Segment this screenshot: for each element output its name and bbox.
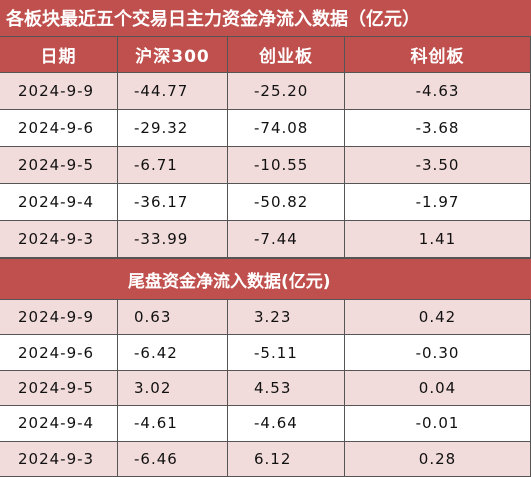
table-cell: -33.99 xyxy=(118,221,228,258)
table-cell: -4.64 xyxy=(228,406,345,442)
table-cell: 2024-9-5 xyxy=(0,147,118,184)
table-cell: 2024-9-9 xyxy=(0,300,118,336)
table-cell: 0.04 xyxy=(345,370,531,407)
column-header: 创业板 xyxy=(228,37,345,73)
table-cell: -3.68 xyxy=(345,110,531,147)
table-title: 各板块最近五个交易日主力资金净流入数据（亿元） xyxy=(0,0,531,37)
table-cell: -7.44 xyxy=(228,221,345,258)
table-cell: 0.63 xyxy=(118,300,228,336)
table-cell: 2024-9-3 xyxy=(0,221,118,258)
table-cell: -4.61 xyxy=(118,406,228,442)
table-cell: 3.23 xyxy=(228,300,345,336)
table-cell: 2024-9-4 xyxy=(0,406,118,442)
table-cell: -5.11 xyxy=(228,335,345,371)
table-cell: -10.55 xyxy=(228,147,345,184)
table-cell: 2024-9-5 xyxy=(0,370,118,407)
table-cell: -25.20 xyxy=(228,73,345,110)
column-header: 日期 xyxy=(0,37,118,73)
table-cell: -3.50 xyxy=(345,147,531,184)
table-subtitle: 尾盘资金净流入数据(亿元) xyxy=(0,258,531,300)
table-cell: -36.17 xyxy=(118,184,228,221)
table-cell: -1.97 xyxy=(345,184,531,221)
table-cell: 2024-9-3 xyxy=(0,441,118,477)
table-cell: 1.41 xyxy=(345,221,531,258)
table-cell: -4.63 xyxy=(345,73,531,110)
table-cell: 0.42 xyxy=(345,300,531,336)
table-cell: -74.08 xyxy=(228,110,345,147)
table-cell: 2024-9-4 xyxy=(0,184,118,221)
table-cell: -0.01 xyxy=(345,406,531,442)
table-cell: 0.28 xyxy=(345,441,531,477)
table-cell: 2024-9-9 xyxy=(0,73,118,110)
table-cell: 3.02 xyxy=(118,370,228,407)
table-cell: -29.32 xyxy=(118,110,228,147)
table-cell: 4.53 xyxy=(228,370,345,407)
table-cell: -50.82 xyxy=(228,184,345,221)
column-header: 科创板 xyxy=(345,37,531,73)
column-header: 沪深300 xyxy=(118,37,228,73)
table-cell: 6.12 xyxy=(228,441,345,477)
table-cell: -6.46 xyxy=(118,441,228,477)
table-cell: 2024-9-6 xyxy=(0,335,118,371)
table-cell: -0.30 xyxy=(345,335,531,371)
table-cell: -6.71 xyxy=(118,147,228,184)
table-cell: -44.77 xyxy=(118,73,228,110)
table-cell: 2024-9-6 xyxy=(0,110,118,147)
table-cell: -6.42 xyxy=(118,335,228,371)
